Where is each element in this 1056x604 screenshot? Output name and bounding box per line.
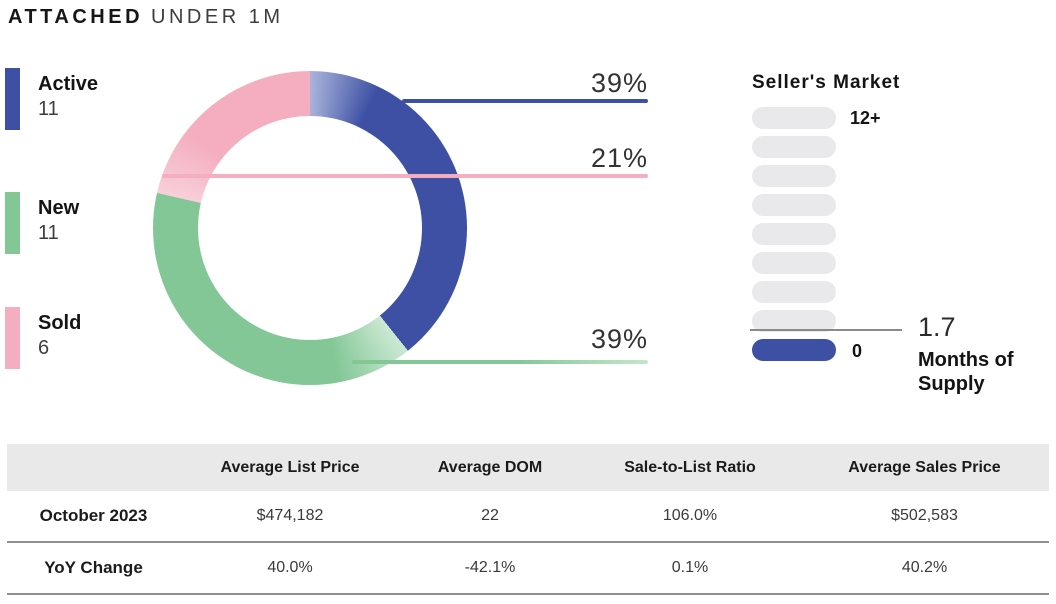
table-header-avg-dom: Average DOM <box>437 458 543 476</box>
table-cell: 0.1% <box>671 559 709 576</box>
legend-swatch-active <box>5 68 20 130</box>
table-cell: $474,182 <box>256 507 324 524</box>
gauge-indicator-line <box>750 329 902 331</box>
gauge-max-label: 12+ <box>850 108 881 128</box>
callout-line-new <box>352 360 648 364</box>
gauge-track <box>752 107 836 332</box>
gauge-value: 1.7 <box>918 312 956 342</box>
legend-item-new: New 11 <box>5 192 79 254</box>
table-row: YoY Change 40.0% -42.1% 0.1% 40.2% <box>7 543 1049 595</box>
legend-swatch-sold <box>5 307 20 369</box>
table-header-avg-list-price: Average List Price <box>220 458 360 476</box>
table-header-avg-sales-price: Average Sales Price <box>848 458 1001 476</box>
table-cell: 40.0% <box>267 559 313 576</box>
gauge-title: Seller's Market <box>752 72 901 93</box>
callout-line-sold <box>162 174 648 178</box>
gauge-segment <box>752 310 836 332</box>
donut-hole <box>198 116 422 340</box>
donut-chart <box>153 71 467 385</box>
legend-label-new: New <box>38 197 80 219</box>
gauge-segment <box>752 252 836 274</box>
gauge-segment <box>752 194 836 216</box>
percent-label-active: 39% <box>590 68 648 98</box>
table-cell: $502,583 <box>891 507 958 524</box>
gauge-segment <box>752 281 836 303</box>
callout-line-active <box>402 99 648 103</box>
percent-label-new: 39% <box>590 324 648 354</box>
table-row-label: October 2023 <box>39 506 148 525</box>
legend-label-sold: Sold <box>38 312 82 334</box>
legend-value-new: 11 <box>38 222 59 244</box>
legend-label-active: Active <box>38 73 99 95</box>
percent-label-sold: 21% <box>590 143 648 173</box>
page-title: ATTACHED UNDER 1M <box>8 6 283 29</box>
legend-item-active: Active 11 <box>5 68 98 130</box>
gauge-unit-label: Months of Supply <box>918 349 1014 395</box>
page-title-primary: ATTACHED <box>8 6 144 28</box>
table-header-sale-to-list: Sale-to-List Ratio <box>624 458 756 476</box>
table-header-row: Average List Price Average DOM Sale-to-L… <box>7 444 1049 491</box>
stats-table: Average List Price Average DOM Sale-to-L… <box>7 444 1049 595</box>
gauge-min-label: 0 <box>852 341 863 361</box>
legend-value-sold: 6 <box>38 337 50 359</box>
table-cell: 106.0% <box>662 507 718 524</box>
legend-swatch-new <box>5 192 20 254</box>
gauge-segment <box>752 136 836 158</box>
table-cell: -42.1% <box>464 559 516 576</box>
gauge-segment <box>752 165 836 187</box>
gauge-segment <box>752 223 836 245</box>
table-cell: 40.2% <box>901 559 948 576</box>
legend-item-sold: Sold 6 <box>5 307 81 369</box>
gauge-segment <box>752 107 836 129</box>
table-row-label: YoY Change <box>44 558 143 577</box>
legend-value-active: 11 <box>38 98 59 120</box>
table-row: October 2023 $474,182 22 106.0% $502,583 <box>7 491 1049 543</box>
table-cell: 22 <box>481 507 499 524</box>
page-title-secondary: UNDER 1M <box>151 6 284 28</box>
gauge-filled-segment <box>752 339 836 361</box>
